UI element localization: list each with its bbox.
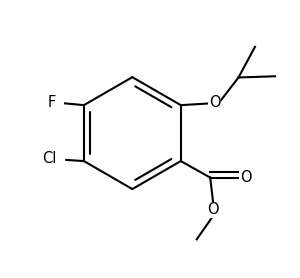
Text: O: O (240, 170, 251, 185)
Text: O: O (209, 95, 221, 110)
Text: O: O (207, 202, 219, 217)
Text: Cl: Cl (42, 151, 56, 166)
Text: F: F (48, 95, 56, 110)
